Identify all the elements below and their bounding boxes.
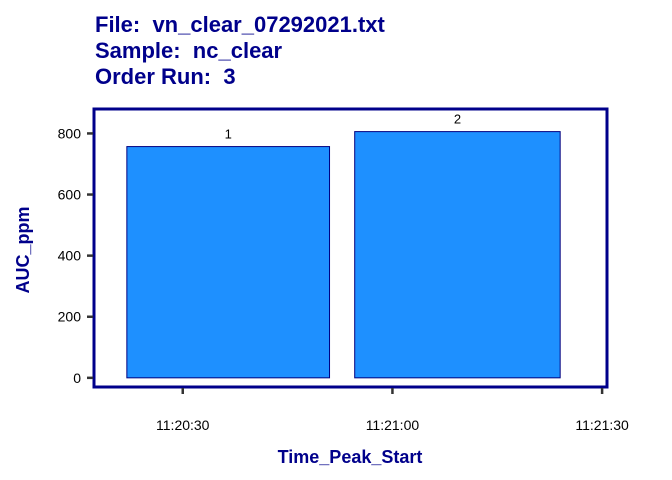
chart-title-line-1: File: vn_clear_07292021.txt (95, 12, 385, 37)
y-tick-label-400: 400 (58, 248, 82, 264)
y-tick-label-600: 600 (58, 187, 82, 203)
bar-label-1: 1 (225, 127, 232, 142)
bar-1 (126, 146, 331, 379)
bar-2 (354, 131, 561, 379)
chart-title-line-2: Sample: nc_clear (95, 38, 283, 63)
x-tick-label-3: 11:21:30 (575, 417, 629, 433)
axis-ticks: 0 200 400 600 800 11:20:30 11:21:00 11:21:30 (58, 125, 629, 433)
y-axis-title: AUC_ppm (13, 206, 33, 293)
bars: 12 (126, 112, 561, 379)
y-tick-label-0: 0 (73, 370, 81, 386)
y-tick-label-800: 800 (58, 125, 82, 141)
x-tick-label-1: 11:20:30 (156, 417, 210, 433)
x-tick-label-2: 11:21:00 (366, 417, 420, 433)
bar-label-2: 2 (454, 112, 461, 127)
x-axis-title: Time_Peak_Start (278, 447, 423, 467)
chart-title-line-3: Order Run: 3 (95, 64, 236, 89)
y-tick-label-200: 200 (58, 309, 82, 325)
